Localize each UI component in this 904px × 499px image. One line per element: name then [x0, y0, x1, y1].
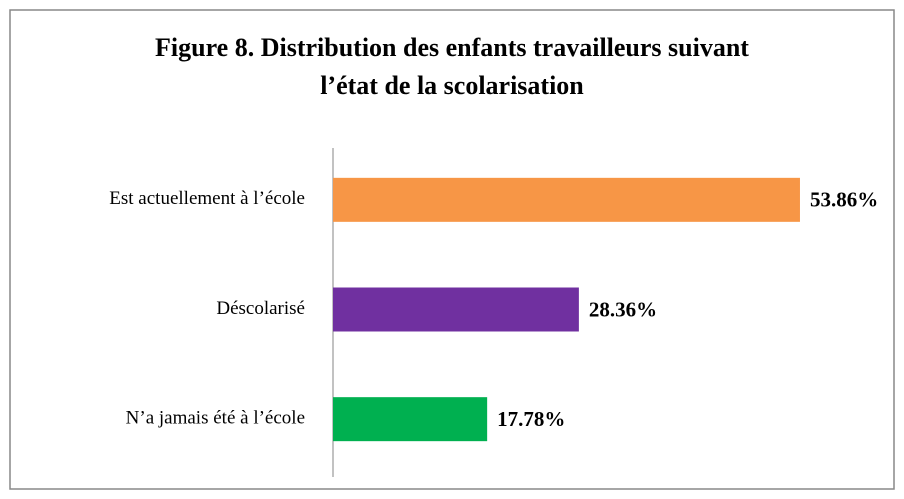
- data-label: 28.36%: [589, 297, 657, 321]
- category-label: N’a jamais été à l’école: [126, 408, 305, 429]
- chart-title: l’état de la scolarisation: [320, 71, 584, 100]
- chart-title: Figure 8. Distribution des enfants trava…: [155, 33, 749, 62]
- bar: [333, 287, 579, 332]
- data-label: 53.86%: [810, 188, 878, 212]
- bar: [333, 397, 488, 442]
- bar: [333, 177, 800, 222]
- category-label: Est actuellement à l’école: [109, 188, 305, 209]
- data-label: 17.78%: [497, 407, 565, 431]
- category-label: Déscolarisé: [216, 298, 305, 319]
